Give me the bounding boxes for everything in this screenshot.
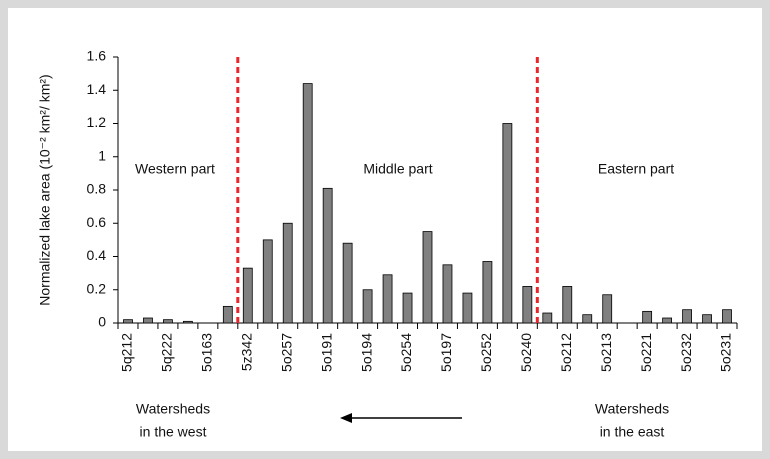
bar bbox=[702, 314, 712, 324]
bar bbox=[522, 286, 533, 324]
y-tick-label: 0 bbox=[98, 314, 106, 330]
west-note: Watersheds bbox=[136, 401, 210, 417]
x-tick-label: 5o257 bbox=[278, 333, 294, 372]
x-tick-label: 5q222 bbox=[159, 333, 175, 372]
y-tick-label: 0.4 bbox=[87, 247, 107, 263]
x-tick-label: 5o252 bbox=[478, 333, 494, 372]
bar bbox=[642, 310, 653, 324]
y-axis-label: Normalized lake area (10⁻² km²/ km²) bbox=[37, 74, 53, 305]
bar bbox=[123, 319, 133, 324]
west-note: in the west bbox=[140, 424, 207, 440]
bar bbox=[542, 312, 553, 324]
x-tick-label: 5o254 bbox=[398, 333, 414, 372]
bar bbox=[562, 286, 573, 324]
x-tick-label: 5z342 bbox=[238, 333, 254, 371]
bar bbox=[402, 292, 413, 324]
bar bbox=[382, 274, 393, 324]
bar bbox=[342, 242, 353, 324]
y-tick-label: 1.4 bbox=[87, 81, 107, 97]
bar bbox=[462, 292, 473, 324]
y-tick-label: 0.6 bbox=[87, 214, 107, 230]
x-tick-label: 5o194 bbox=[358, 333, 374, 372]
bar bbox=[482, 261, 493, 324]
bar bbox=[222, 305, 233, 324]
bar bbox=[262, 239, 273, 324]
bar bbox=[662, 317, 673, 324]
bar bbox=[242, 267, 253, 324]
bar bbox=[322, 187, 333, 324]
region-label: Middle part bbox=[363, 161, 432, 177]
x-tick-label: 5o191 bbox=[318, 333, 334, 372]
x-tick-label: 5o240 bbox=[518, 333, 534, 372]
x-tick-label: 5o213 bbox=[598, 333, 614, 372]
bar bbox=[282, 222, 293, 324]
x-tick-label: 5q212 bbox=[119, 333, 135, 372]
y-tick-label: 0.8 bbox=[87, 181, 107, 197]
x-tick-label: 5o232 bbox=[678, 333, 694, 372]
east-note: in the east bbox=[600, 424, 665, 440]
bar bbox=[502, 123, 513, 324]
x-tick-label: 5o197 bbox=[438, 333, 454, 372]
x-tick-label: 5o163 bbox=[199, 333, 215, 372]
region-label: Eastern part bbox=[598, 161, 674, 177]
bar bbox=[182, 320, 193, 324]
bar bbox=[422, 231, 433, 324]
region-label: Western part bbox=[135, 161, 215, 177]
bar bbox=[163, 319, 173, 324]
x-tick-label: 5o212 bbox=[558, 333, 574, 372]
bar bbox=[302, 83, 313, 324]
y-tick-label: 1.6 bbox=[87, 48, 107, 64]
arrow-head bbox=[340, 413, 352, 423]
bar bbox=[602, 294, 613, 324]
y-tick-label: 1.2 bbox=[87, 114, 107, 130]
bar bbox=[582, 314, 593, 324]
x-tick-label: 5o231 bbox=[718, 333, 734, 372]
bar bbox=[442, 264, 453, 324]
bar bbox=[362, 289, 373, 324]
bar bbox=[143, 317, 153, 324]
bar bbox=[722, 309, 732, 324]
x-tick-label: 5o221 bbox=[638, 333, 654, 372]
east-note: Watersheds bbox=[595, 401, 669, 417]
y-tick-label: 1 bbox=[98, 147, 106, 163]
y-tick-label: 0.2 bbox=[87, 280, 107, 296]
bar bbox=[682, 309, 692, 324]
